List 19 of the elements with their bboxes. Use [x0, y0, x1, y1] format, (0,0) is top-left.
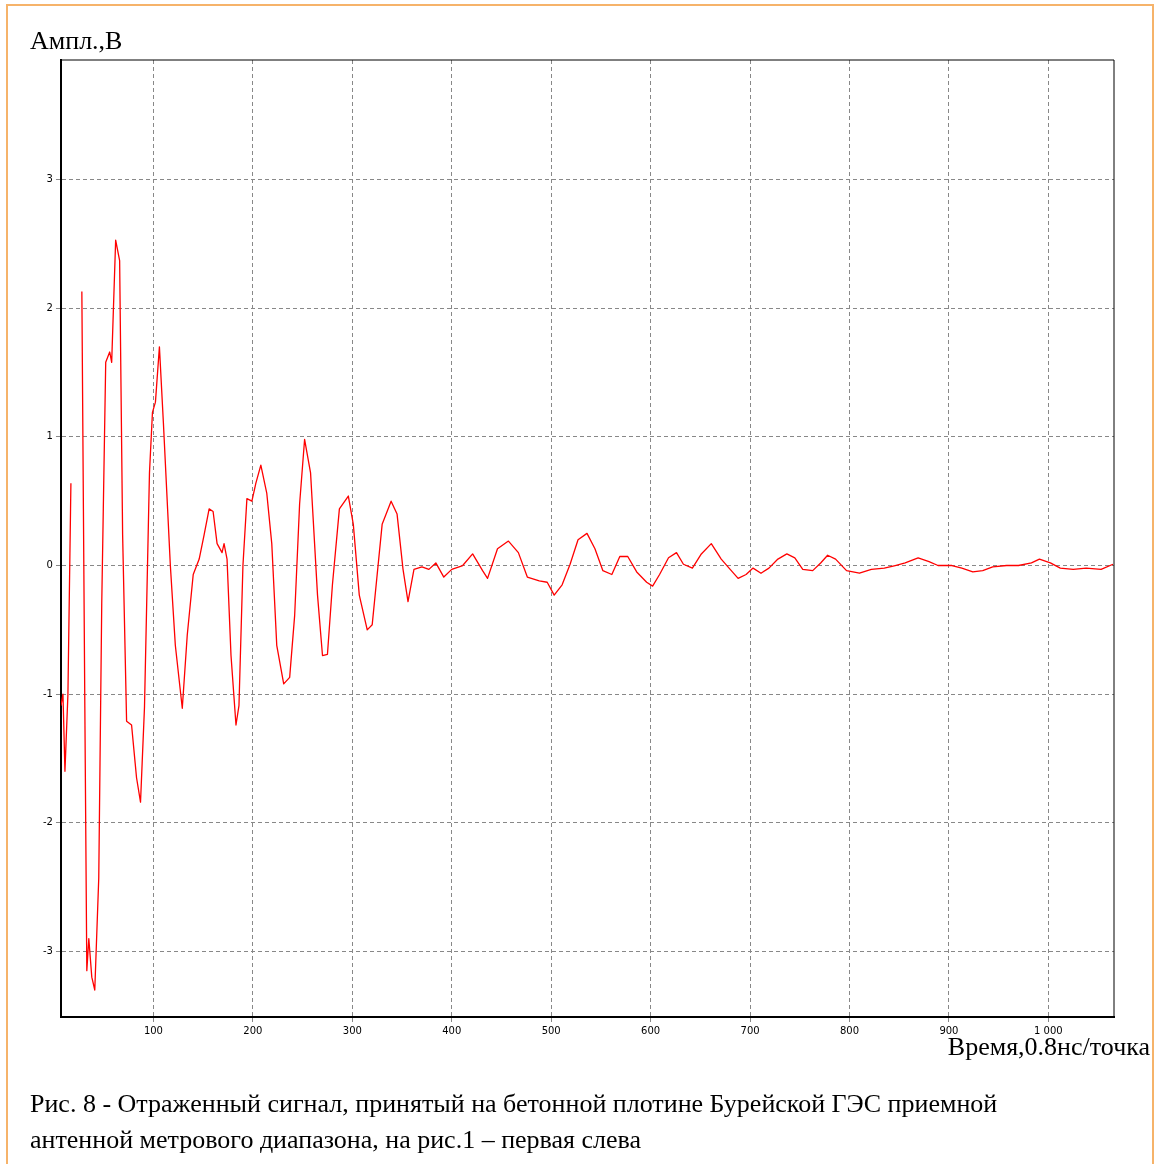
x-tick-label: 500 [541, 1024, 561, 1036]
x-tick-label: 600 [641, 1024, 661, 1036]
x-tick-label: 900 [939, 1024, 959, 1036]
x-tick-label: 100 [143, 1024, 163, 1036]
x-tick-label: 800 [839, 1024, 860, 1036]
y-tick-label: -3 [42, 944, 53, 956]
y-tick-label: 1 [46, 430, 53, 442]
y-axis-title: Ампл.,В [30, 26, 123, 56]
x-tick-label: 1 000 [1034, 1024, 1063, 1036]
x-tick-label: 300 [342, 1024, 362, 1036]
y-tick-label: -1 [42, 687, 53, 699]
x-tick-label: 200 [243, 1024, 263, 1036]
x-tick-label: 700 [740, 1024, 760, 1036]
y-tick-label: 3 [46, 173, 53, 185]
y-tick-label: -2 [42, 816, 53, 828]
x-tick-label: 400 [442, 1024, 462, 1036]
y-tick-label: 2 [46, 301, 53, 313]
text: Рис. 8 - Отраженный сигнал, принятый на бетонной плотине Бурейской ГЭС приемной антенной метрового диапазона, на рис.1 – первая слева [30, 1088, 999, 1156]
y-tick-label: 0 [46, 559, 53, 571]
